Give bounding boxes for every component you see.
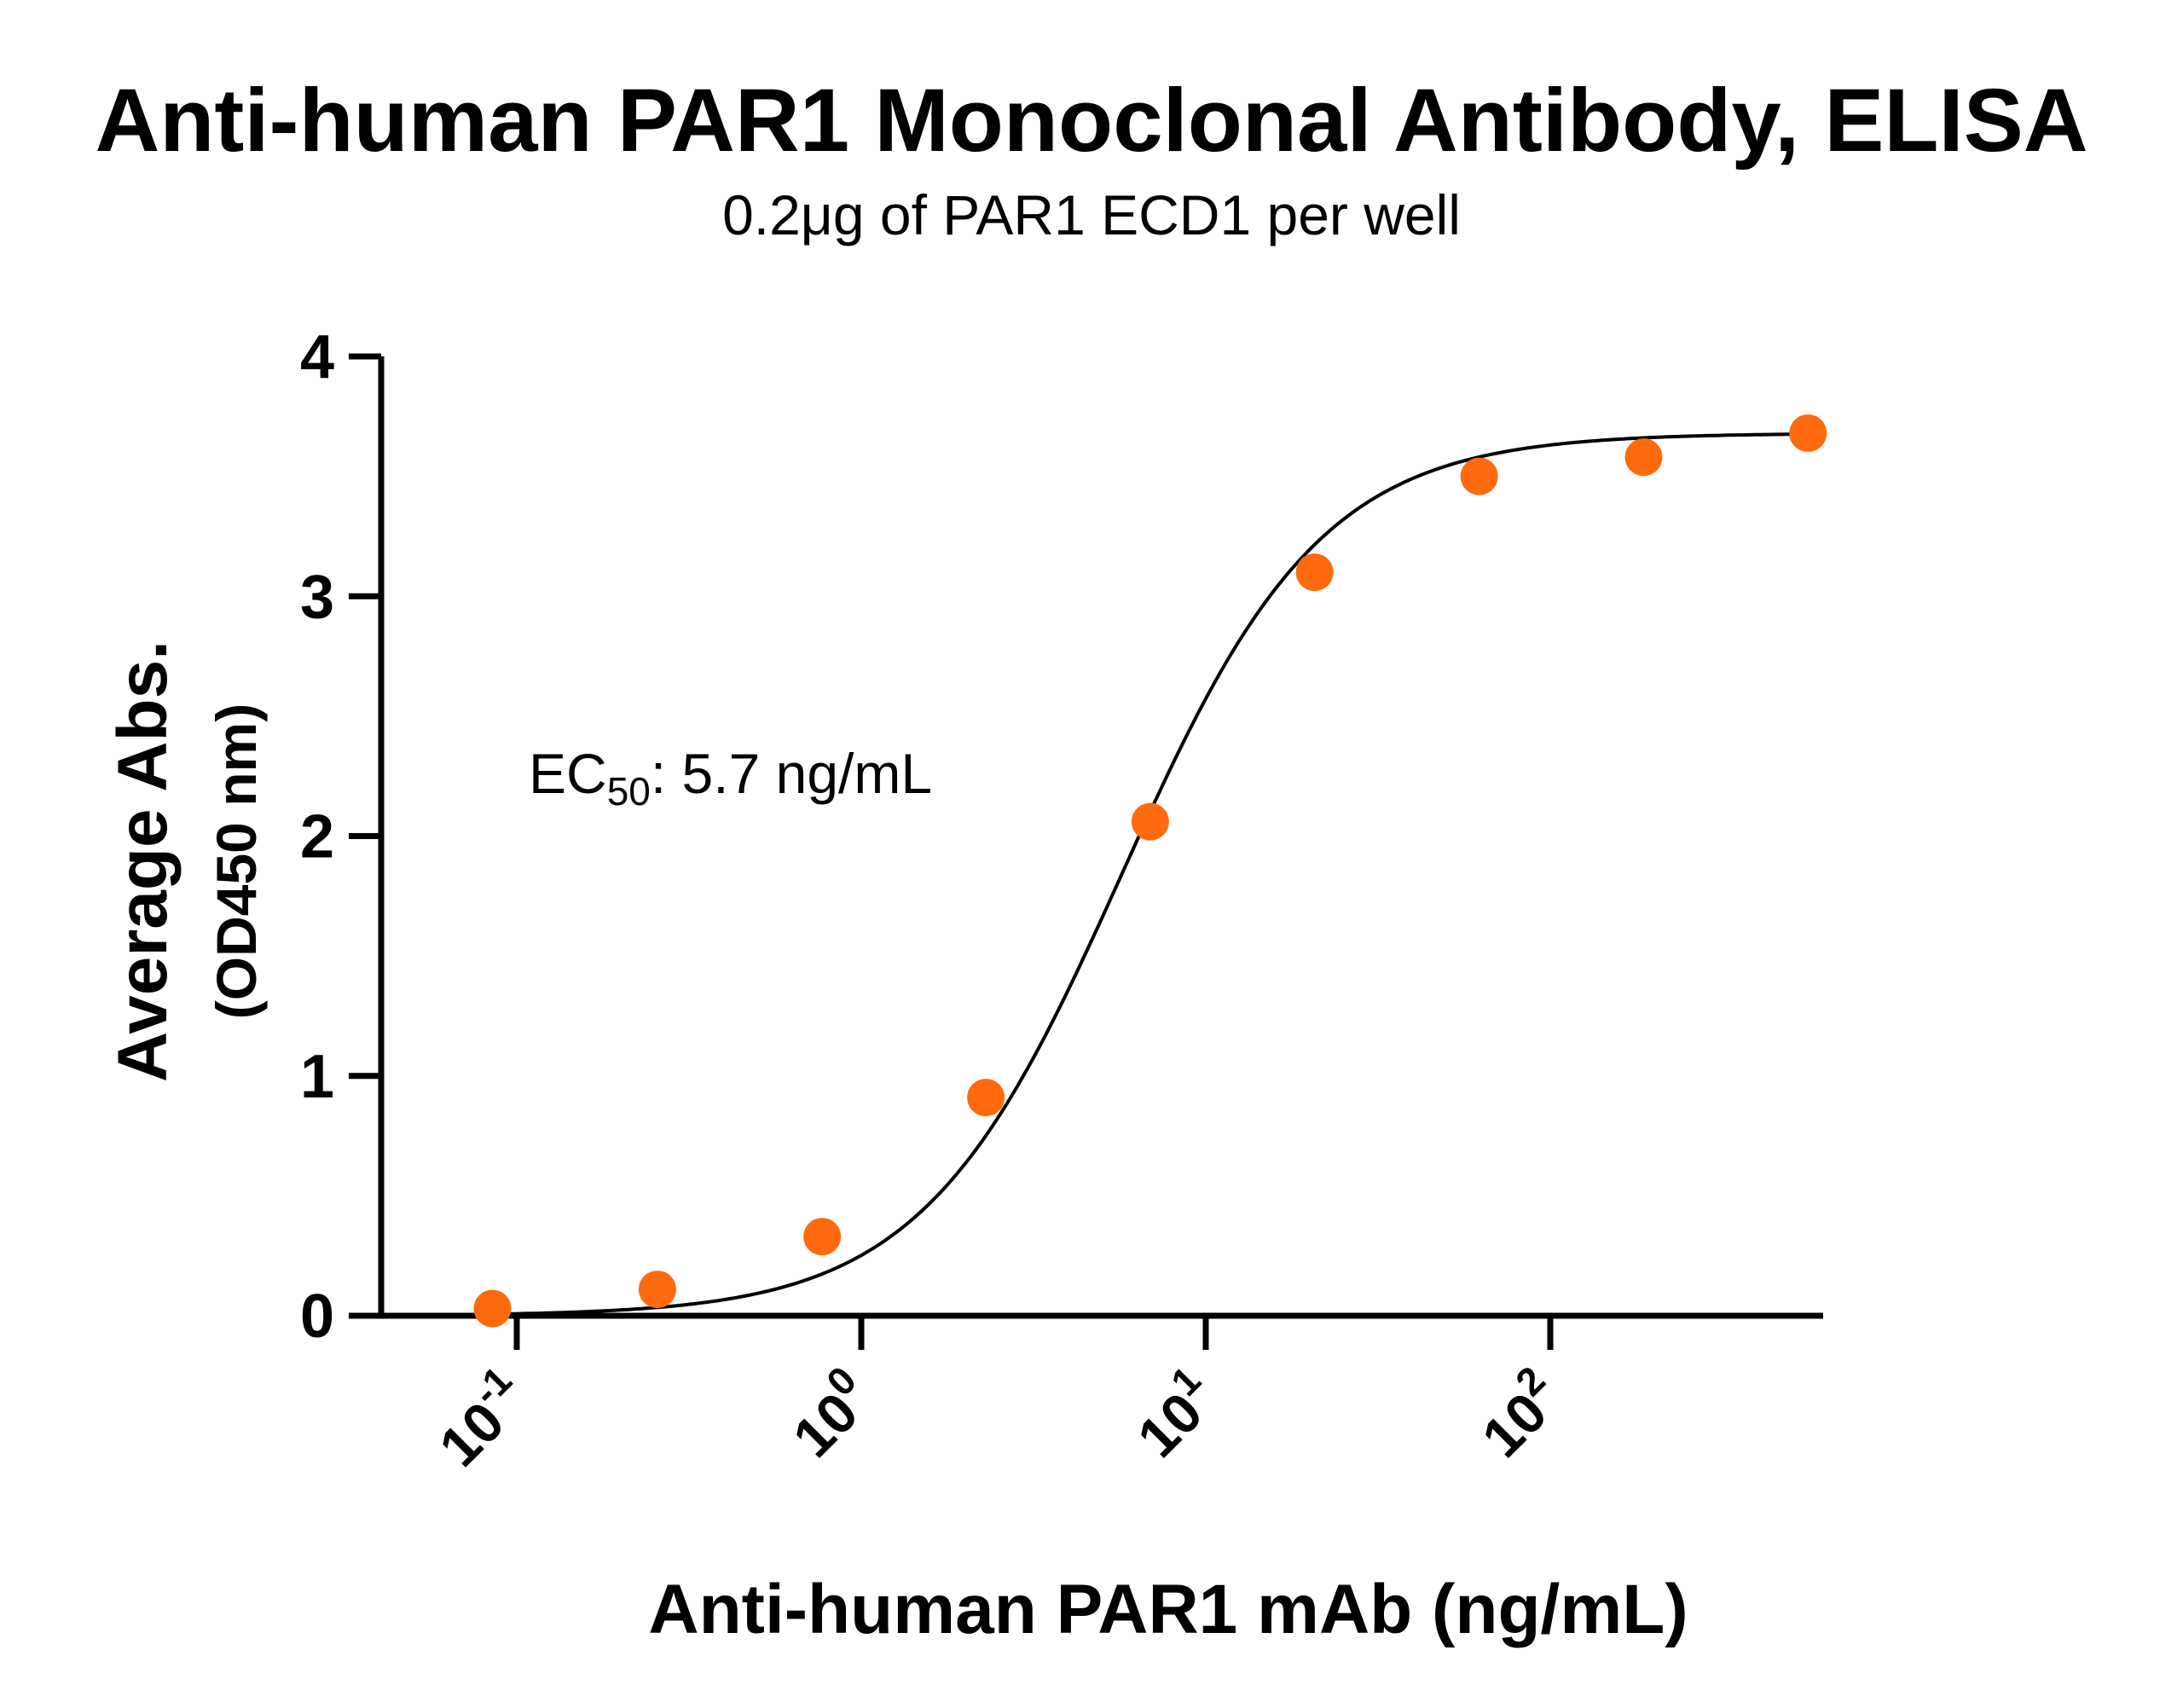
x-tick-label: 100 [773, 1358, 885, 1469]
ec50-value: : 5.7 ng/mL [651, 742, 932, 805]
fit-curve [492, 432, 1809, 1317]
data-point [1624, 438, 1663, 477]
y-tick-label: 1 [300, 1043, 334, 1111]
y-tick-label: 4 [300, 323, 334, 391]
data-point [1295, 553, 1334, 592]
data-point [1789, 414, 1827, 452]
x-axis: 10-1 100 101 102 [379, 1312, 1823, 1479]
x-tick-label: 101 [1118, 1358, 1230, 1469]
data-point [967, 1079, 1005, 1117]
y-tick-label: 0 [300, 1282, 334, 1351]
y-tick-label: 3 [300, 563, 334, 631]
x-tick-label: 10-1 [420, 1358, 541, 1479]
ec50-subscript: 50 [607, 769, 651, 813]
y-axis-sublabel: (OD450 nm) [205, 703, 268, 1019]
y-axis-label: Average Abs. [104, 640, 182, 1082]
x-axis-label: Anti-human PAR1 mAb (ng/mL) [648, 1571, 1688, 1648]
data-point [803, 1218, 842, 1256]
ec50-annotation: EC50: 5.7 ng/mL [529, 742, 932, 813]
data-point [1131, 802, 1169, 841]
data-points [473, 414, 1827, 1328]
y-axis: 0 1 2 3 4 [300, 323, 385, 1351]
x-tick-label: 102 [1462, 1358, 1574, 1469]
chart-title: Anti-human PAR1 Monoclonal Antibody, ELI… [95, 71, 2088, 171]
data-point [473, 1289, 512, 1328]
ec50-prefix: EC [529, 742, 607, 805]
axis-labels: Average Abs. (OD450 nm) Anti-human PAR1 … [104, 640, 1688, 1648]
chart-subtitle: 0.2μg of PAR1 ECD1 per well [722, 183, 1461, 246]
data-point [1460, 457, 1498, 495]
y-tick-label: 2 [300, 803, 334, 871]
data-point [638, 1271, 676, 1309]
